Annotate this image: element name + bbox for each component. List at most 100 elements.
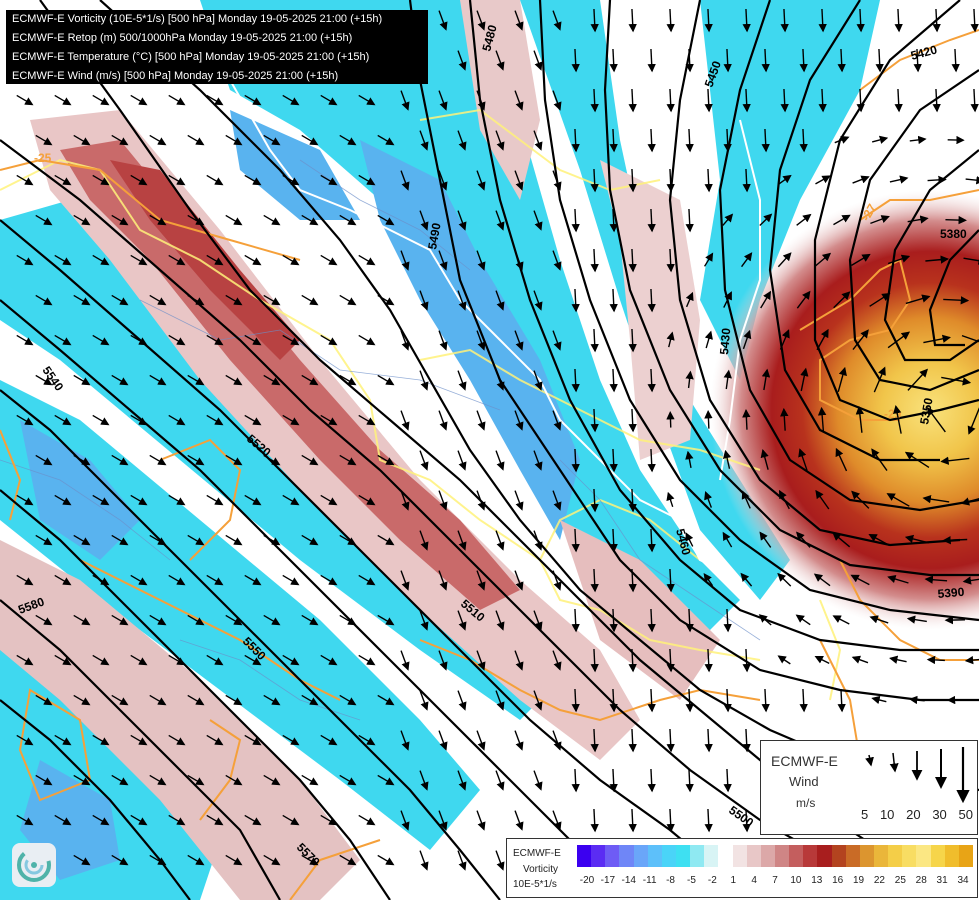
- wind-arrow: [263, 294, 281, 306]
- wind-arrow: [92, 814, 110, 826]
- wind-arrow: [722, 531, 733, 548]
- wind-arrow: [130, 814, 148, 826]
- wind-arrow: [666, 88, 675, 113]
- wind-arrow: [263, 774, 281, 786]
- wind-arrow: [282, 414, 300, 426]
- wind-arrow: [628, 648, 637, 673]
- wind-arrow: [457, 850, 467, 871]
- wind-arrow: [685, 208, 694, 233]
- positive-vorticity-core: [110, 160, 300, 360]
- wind-arrow: [552, 10, 562, 31]
- wind-arrow: [907, 368, 929, 391]
- wind-arrow: [92, 334, 110, 346]
- wind-arrow: [377, 374, 395, 386]
- vorticity-tick-label: -5: [686, 875, 696, 886]
- wind-arrow: [263, 374, 281, 386]
- wind-arrow: [16, 254, 34, 266]
- wind-arrow: [609, 48, 618, 73]
- wind-arrow: [666, 411, 675, 428]
- wind-arrow: [206, 414, 224, 426]
- wind-arrow: [647, 48, 656, 73]
- vorticity-tick-label: 1: [730, 875, 736, 886]
- wind-arrow: [932, 88, 941, 113]
- wind-arrow: [924, 575, 948, 584]
- wind-arrow: [244, 654, 262, 666]
- title-line: ECMWF-E Wind (m/s) [500 hPa] Monday 19-0…: [12, 70, 339, 82]
- wind-arrow: [187, 774, 205, 786]
- wind-arrow: [514, 730, 524, 751]
- wind-arrow: [187, 214, 205, 226]
- wind-arrow: [187, 134, 205, 146]
- low-pressure-vortex: [710, 170, 979, 650]
- wind-arrow: [301, 854, 319, 866]
- wind-arrow: [206, 574, 224, 586]
- wind-arrow: [796, 213, 812, 226]
- wind-arrow: [832, 615, 850, 625]
- wind-arrow: [927, 175, 947, 185]
- wind-arrow: [685, 370, 694, 389]
- wind-arrow: [54, 334, 72, 346]
- wind-arrow: [685, 688, 694, 713]
- wind-arrow: [244, 414, 262, 426]
- wind-arrow: [647, 288, 656, 313]
- wind-arrow: [552, 490, 562, 511]
- wind-arrow: [926, 655, 945, 665]
- wind-arrow: [742, 329, 752, 350]
- wind-arrow: [723, 688, 732, 713]
- wind-arrow: [358, 654, 376, 666]
- wind-arrow: [73, 854, 91, 866]
- wind-arrow: [850, 574, 870, 586]
- title-line: ECMWF-E Retop (m) 500/1000hPa Monday 19-…: [12, 32, 353, 44]
- wind-arrow: [609, 608, 618, 633]
- wind-arrow: [438, 410, 448, 431]
- wind-arrow: [964, 655, 979, 665]
- wind-arrow: [358, 574, 376, 586]
- wind-arrow: [837, 366, 847, 392]
- wind-arrow: [514, 330, 524, 351]
- wind-arrow: [377, 854, 395, 866]
- wind-arrow: [723, 291, 732, 308]
- wind-arrow: [149, 294, 167, 306]
- wind-arrow: [400, 90, 410, 111]
- wind-arrow: [244, 574, 262, 586]
- temperature-label: -25: [34, 151, 52, 165]
- vorticity-tick-label: 16: [832, 875, 844, 886]
- colorbar-swatch: [930, 845, 945, 867]
- wind-arrow: [963, 256, 979, 265]
- colorbar-swatch: [803, 845, 818, 867]
- wind-arrow: [457, 690, 467, 711]
- contour-label: 5490: [425, 221, 443, 250]
- colorbar-swatch: [718, 845, 733, 867]
- wind-arrow: [301, 534, 319, 546]
- wind-arrow: [742, 648, 751, 673]
- wind-arrow: [168, 414, 186, 426]
- wind-arrow: [609, 128, 618, 153]
- colorbar-swatch: [789, 845, 804, 867]
- vorticity-tick-label: 13: [811, 875, 823, 886]
- wind-arrow: [759, 531, 772, 548]
- wind-arrow: [495, 610, 505, 631]
- wind-arrow: [870, 215, 890, 225]
- wind-arrow: [855, 405, 865, 433]
- wind-arrow: [722, 449, 732, 469]
- wind-arrow: [358, 494, 376, 506]
- vorticity-legend-variable: Vorticity: [523, 864, 559, 875]
- wind-arrow: [777, 252, 792, 268]
- wind-arrow: [168, 814, 186, 826]
- wind-arrow: [54, 494, 72, 506]
- wind-arrow: [358, 174, 376, 186]
- wind-arrow: [495, 530, 505, 551]
- wind-arrow: [628, 488, 637, 513]
- wind-arrow: [16, 414, 34, 426]
- wind-arrow: [571, 128, 580, 153]
- wind-arrow: [16, 494, 34, 506]
- wind-arrow: [476, 330, 486, 351]
- wind-arrow: [92, 654, 110, 666]
- wind-arrow: [187, 534, 205, 546]
- wind-arrow: [722, 213, 734, 226]
- wind-arrow: [438, 10, 448, 31]
- wind-arrow: [742, 168, 751, 193]
- wind-arrow: [723, 608, 732, 633]
- wind-arrow: [666, 728, 675, 753]
- wind-arrow: [889, 655, 907, 664]
